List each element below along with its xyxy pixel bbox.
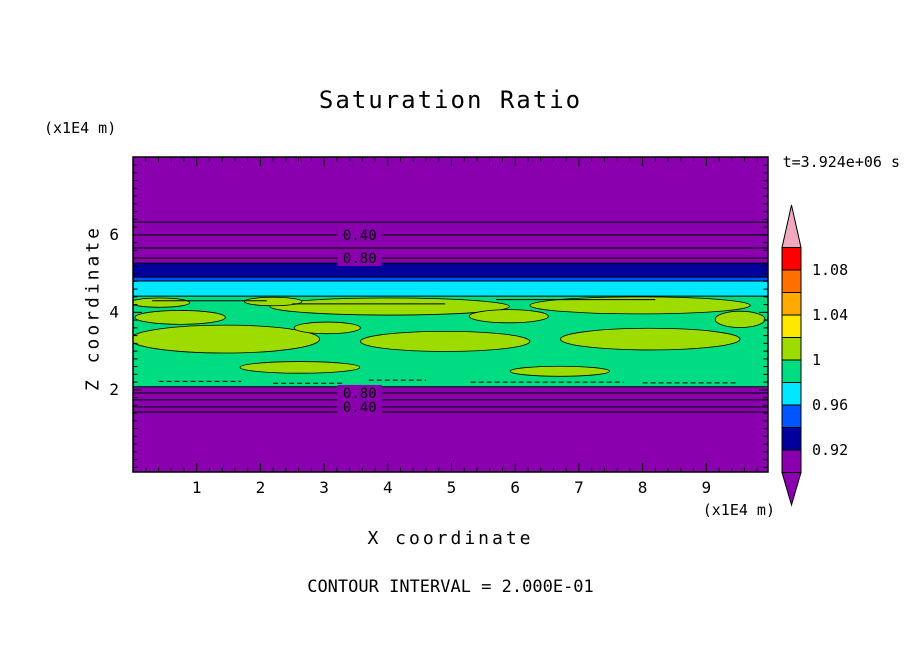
x-tick-label: 2 bbox=[256, 478, 266, 497]
contour-label-bg bbox=[337, 384, 382, 401]
colorbar-segment bbox=[781, 269, 802, 293]
value-band bbox=[133, 263, 768, 278]
contour-label-bg bbox=[337, 250, 382, 267]
contour-interval-note: CONTOUR INTERVAL = 2.000E-01 bbox=[307, 577, 594, 597]
colorbar-label: 1 bbox=[812, 351, 821, 369]
axis-ticks bbox=[133, 157, 768, 472]
contour-label-bg bbox=[337, 226, 382, 243]
colorbar-under-arrow bbox=[781, 472, 802, 507]
colorbar-segment bbox=[781, 337, 802, 361]
high-value-patch bbox=[134, 310, 226, 325]
high-value-patch bbox=[133, 297, 191, 308]
x-tick-label: 6 bbox=[510, 478, 520, 497]
high-value-patch bbox=[529, 296, 751, 315]
y-tick-label: 2 bbox=[109, 380, 119, 399]
x-tick-label: 8 bbox=[638, 478, 648, 497]
high-value-patch bbox=[560, 327, 741, 351]
x-axis-label: X coordinate bbox=[367, 528, 534, 549]
high-value-patch bbox=[509, 365, 610, 377]
high-value-patch bbox=[269, 297, 510, 316]
contour-field: 0.400.800.800.40 bbox=[133, 157, 768, 472]
x-tick-label: 7 bbox=[574, 478, 584, 497]
high-value-patch bbox=[239, 361, 361, 374]
colorbar-segment bbox=[781, 314, 802, 338]
x-tick-label: 9 bbox=[701, 478, 711, 497]
high-value-patch bbox=[468, 309, 549, 324]
high-value-patch bbox=[244, 296, 303, 307]
colorbar-label: 1.04 bbox=[812, 306, 848, 324]
colorbar-label: 0.92 bbox=[812, 441, 848, 459]
value-band bbox=[133, 280, 768, 297]
colorbar-label: 0.96 bbox=[812, 396, 848, 414]
x-tick-label: 1 bbox=[192, 478, 202, 497]
contour-label-bg bbox=[337, 398, 382, 415]
colorbar-segment bbox=[781, 382, 802, 406]
contour-label: 0.40 bbox=[343, 228, 377, 244]
colorbar-segment bbox=[781, 359, 802, 383]
colorbar-segment bbox=[781, 449, 802, 473]
x-axis-unit: (x1E4 m) bbox=[702, 501, 775, 519]
time-annotation: t=3.924e+06 s bbox=[782, 153, 900, 171]
contour-label: 0.40 bbox=[343, 400, 377, 416]
plot-frame bbox=[132, 156, 769, 473]
colorbar-segment bbox=[781, 292, 802, 316]
high-value-patch bbox=[133, 324, 321, 354]
contour-label: 0.80 bbox=[343, 386, 377, 402]
high-value-patch bbox=[714, 310, 766, 328]
high-value-patch bbox=[293, 321, 361, 335]
high-value-patch bbox=[360, 330, 531, 352]
colorbar-over-arrow bbox=[781, 204, 802, 248]
y-axis-unit: (x1E4 m) bbox=[44, 119, 117, 137]
x-tick-label: 4 bbox=[383, 478, 393, 497]
chart-title: Saturation Ratio bbox=[318, 86, 583, 114]
y-tick-label: 6 bbox=[109, 225, 119, 244]
colorbar-segment bbox=[781, 404, 802, 428]
x-tick-label: 5 bbox=[447, 478, 457, 497]
x-tick-label: 3 bbox=[319, 478, 329, 497]
contour-label: 0.80 bbox=[343, 251, 377, 267]
y-tick-label: 4 bbox=[109, 302, 119, 321]
colorbar-label: 1.08 bbox=[812, 261, 848, 279]
value-band bbox=[133, 277, 768, 281]
colorbar-segment bbox=[781, 247, 802, 271]
colorbar-segment bbox=[781, 427, 802, 451]
